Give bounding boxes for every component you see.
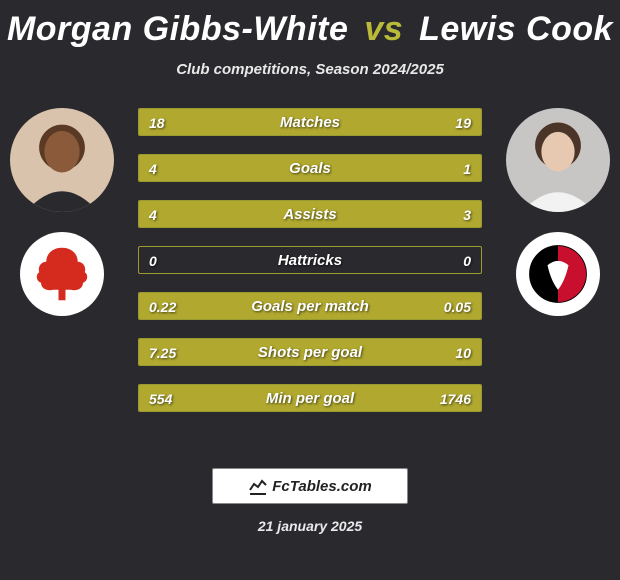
stat-value-left: 7.25 — [139, 339, 186, 366]
stat-value-left: 0 — [139, 247, 167, 274]
title-vs: vs — [364, 10, 403, 48]
stat-label: Matches — [139, 109, 481, 136]
chart-icon — [248, 476, 268, 496]
stat-row: Matches18 19 — [138, 108, 482, 136]
title-player1: Morgan Gibbs-White — [7, 10, 348, 48]
bournemouth-crest-icon — [523, 239, 593, 309]
player1-avatar — [10, 108, 114, 212]
stat-row: Min per goal5541746 — [138, 384, 482, 412]
stat-value-left: 4 — [139, 201, 167, 228]
stat-value-right: 0.05 — [434, 293, 481, 320]
stat-bars: Matches1819Goals41Assists43Hattricks00Go… — [138, 108, 482, 412]
stat-value-right: 19 — [445, 109, 481, 136]
title-player2: Lewis Cook — [419, 10, 613, 48]
stat-value-left: 4 — [139, 155, 167, 182]
stat-row: Assists4 3 — [138, 200, 482, 228]
left-column — [10, 108, 114, 316]
player1-club-crest — [20, 232, 104, 316]
subtitle: Club competitions, Season 2024/2025 — [0, 61, 620, 78]
stat-value-right: 0 — [453, 247, 481, 274]
page-title: Morgan Gibbs-White vs Lewis Cook — [0, 0, 620, 49]
stat-value-right: 1 — [453, 155, 481, 182]
player2-club-crest — [516, 232, 600, 316]
stat-label: Shots per goal — [139, 339, 481, 366]
stat-label: Assists — [139, 201, 481, 228]
person-icon — [10, 108, 114, 212]
forest-crest-icon — [27, 239, 97, 309]
stat-label: Goals per match — [139, 293, 481, 320]
stat-row: Hattricks0 0 — [138, 246, 482, 274]
stat-value-right: 10 — [445, 339, 481, 366]
stat-row: Goals4 1 — [138, 154, 482, 182]
stat-value-right: 1746 — [430, 385, 481, 412]
footer-date: 21 january 2025 — [0, 518, 620, 534]
stat-value-left: 0.22 — [139, 293, 186, 320]
person-icon — [506, 108, 610, 212]
brand-text: FcTables.com — [272, 478, 371, 495]
stat-row: Goals per match0.22 0.05 — [138, 292, 482, 320]
stat-label: Hattricks — [139, 247, 481, 274]
stat-row: Shots per goal7.25 10 — [138, 338, 482, 366]
right-column — [506, 108, 610, 316]
comparison-panel: Matches1819Goals41Assists43Hattricks00Go… — [0, 108, 620, 448]
player2-avatar — [506, 108, 610, 212]
stat-value-right: 3 — [453, 201, 481, 228]
stat-value-left: 18 — [139, 109, 175, 136]
stat-label: Goals — [139, 155, 481, 182]
stat-value-left: 554 — [139, 385, 182, 412]
brand-box: FcTables.com — [212, 468, 408, 504]
